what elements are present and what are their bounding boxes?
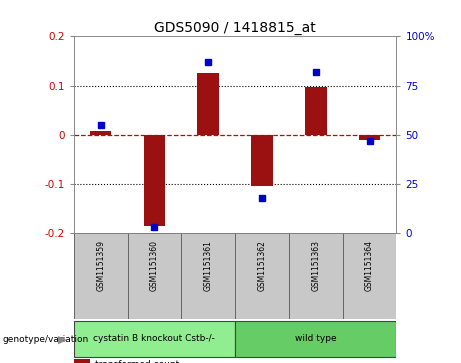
Text: cystatin B knockout Cstb-/-: cystatin B knockout Cstb-/- xyxy=(94,334,215,343)
Text: GSM1151359: GSM1151359 xyxy=(96,240,105,291)
Text: GSM1151364: GSM1151364 xyxy=(365,240,374,291)
Title: GDS5090 / 1418815_at: GDS5090 / 1418815_at xyxy=(154,21,316,35)
Bar xyxy=(235,233,289,319)
Text: wild type: wild type xyxy=(295,334,337,343)
Bar xyxy=(128,233,181,319)
Text: genotype/variation: genotype/variation xyxy=(2,335,89,344)
Bar xyxy=(251,135,273,187)
Bar xyxy=(197,73,219,135)
Bar xyxy=(235,321,396,357)
Bar xyxy=(74,233,128,319)
Bar xyxy=(144,135,165,226)
Bar xyxy=(305,86,326,135)
Bar xyxy=(74,321,235,357)
Bar xyxy=(181,233,235,319)
Text: ▶: ▶ xyxy=(58,334,66,344)
Text: GSM1151360: GSM1151360 xyxy=(150,240,159,291)
Bar xyxy=(90,131,112,135)
Bar xyxy=(289,233,343,319)
Bar xyxy=(343,233,396,319)
Text: GSM1151362: GSM1151362 xyxy=(258,240,266,291)
Bar xyxy=(359,135,380,140)
Text: GSM1151363: GSM1151363 xyxy=(311,240,320,291)
Text: transformed count: transformed count xyxy=(95,360,179,363)
Text: GSM1151361: GSM1151361 xyxy=(204,240,213,291)
